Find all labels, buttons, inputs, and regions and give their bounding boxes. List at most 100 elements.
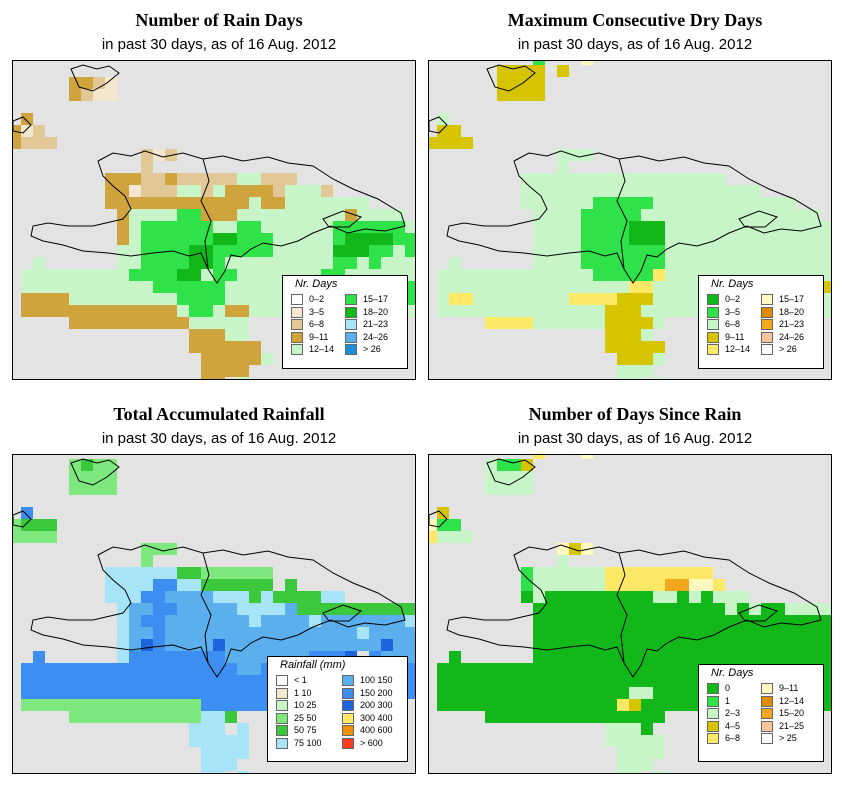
legend-label: 1 10 [294,687,312,698]
grid-cell [809,257,821,269]
grid-cell [333,233,345,245]
grid-cell [557,699,569,711]
grid-cell [189,257,201,269]
grid-cell [117,603,129,615]
grid-cell [653,675,665,687]
grid-cell [713,579,725,591]
grid-cell [261,209,273,221]
grid-cell [593,317,605,329]
grid-cell [725,209,737,221]
grid-cell [249,663,261,675]
grid-cell [785,209,797,221]
grid-cell [357,245,369,257]
grid-cell [749,185,761,197]
grid-cell [177,185,189,197]
grid-cell [485,687,497,699]
legend-swatch [276,700,288,711]
grid-cell [677,651,689,663]
grid-cell [581,281,593,293]
grid-cell [369,639,381,651]
grid-cell [521,567,533,579]
legend-swatch [345,344,357,355]
grid-cell [237,735,249,747]
grid-cell [177,603,189,615]
grid-cell [629,591,641,603]
grid-cell [177,663,189,675]
grid-cell [521,471,533,483]
grid-cell [449,305,461,317]
grid-cell [557,173,569,185]
grid-cell [105,663,117,675]
grid-cell [617,723,629,735]
grid-cell [677,675,689,687]
grid-cell [393,627,405,639]
grid-cell [749,197,761,209]
grid-cell [617,353,629,365]
grid-cell [369,221,381,233]
grid-cell [105,687,117,699]
grid-cell [105,77,117,89]
grid-cell [273,233,285,245]
grid-cell [641,173,653,185]
grid-cell [557,197,569,209]
grid-cell [141,627,153,639]
grid-cell [581,209,593,221]
grid-cell [821,221,831,233]
grid-cell [629,329,641,341]
grid-cell [201,639,213,651]
grid-cell [369,233,381,245]
grid-cell [665,699,677,711]
grid-cell [617,377,629,379]
grid-cell [629,747,641,759]
grid-cell [605,209,617,221]
legend-label: 4–5 [725,720,741,731]
grid-cell [593,305,605,317]
grid-cell [569,173,581,185]
grid-cell [177,675,189,687]
grid-cell [21,269,33,281]
grid-cell [33,269,45,281]
grid-cell [569,245,581,257]
grid-cell [69,675,81,687]
grid-cell [321,603,333,615]
legend-swatch [276,712,288,724]
grid-cell [521,185,533,197]
grid-cell [641,317,653,329]
grid-cell [641,699,653,711]
legend-label: 2–3 [725,708,741,718]
grid-cell [81,269,93,281]
grid-cell [33,663,45,675]
grid-cell [297,591,309,603]
grid-cell [545,173,557,185]
grid-cell [201,567,213,579]
coastline [429,116,448,134]
grid-cell [785,615,797,627]
grid-cell [21,531,33,543]
grid-cell [153,651,165,663]
grid-cell [533,233,545,245]
grid-cell [237,365,249,377]
grid-cell [509,317,521,329]
grid-cell [81,663,93,675]
grid-cell [605,711,617,723]
grid-cell [81,675,93,687]
grid-cell [201,711,213,723]
grid-cell [213,293,225,305]
grid-cell [581,567,593,579]
grid-cell [641,341,653,353]
grid-cell [165,651,177,663]
grid-cell [213,209,225,221]
grid-cell [605,591,617,603]
grid-cell [581,455,593,459]
grid-cell [225,197,237,209]
grid-cell [345,197,357,209]
grid-cell [141,615,153,627]
grid-cell [33,651,45,663]
legend-label: 6–8 [309,319,325,329]
grid-cell [641,221,653,233]
grid-cell [213,233,225,245]
grid-cell [629,209,641,221]
grid-cell [761,627,773,639]
grid-cell [689,197,701,209]
grid-cell [321,185,333,197]
